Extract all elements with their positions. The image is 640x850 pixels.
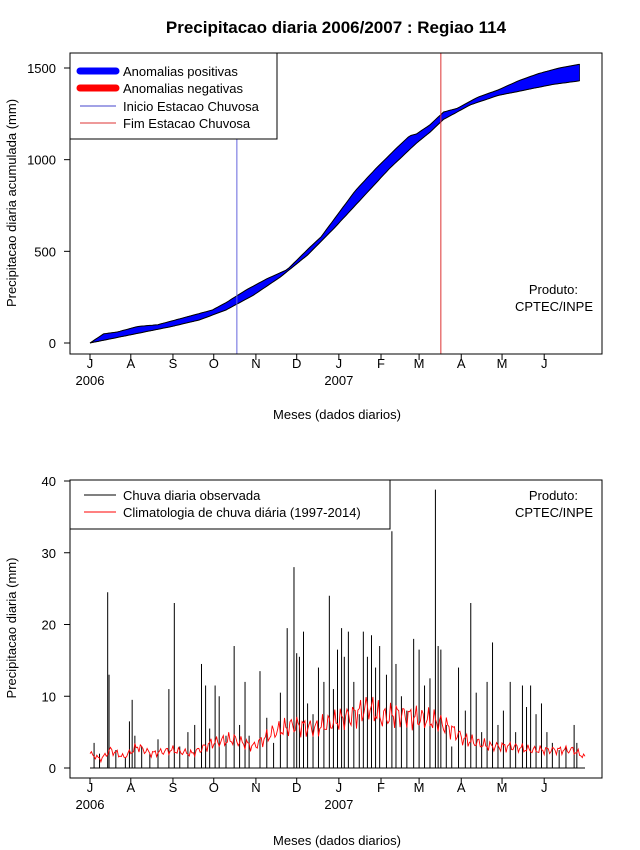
- daily-plot-area: [89, 489, 586, 769]
- top-y-tick-label: 1000: [27, 153, 56, 168]
- legend-climatology-label: Climatologia de chuva diária (1997-2014): [123, 505, 361, 520]
- bottom-legend: Chuva diaria observada Climatologia de c…: [69, 479, 391, 530]
- legend-positive-label: Anomalias positivas: [123, 64, 238, 79]
- bottom-legend-box: [69, 479, 391, 530]
- top-legend-box: [69, 52, 278, 140]
- bottom-month-label: A: [457, 780, 466, 795]
- bottom-y-tick-label: 10: [42, 689, 56, 704]
- top-x-axis: J A S O N D J F M A M J 2006 2007: [76, 354, 548, 388]
- bottom-month-label: A: [126, 780, 135, 795]
- legend-observed-label: Chuva diaria observada: [123, 488, 261, 503]
- bottom-year-label: 2007: [324, 797, 353, 812]
- bottom-y-axis: 0 10 20 30 40: [42, 474, 70, 776]
- top-month-label: N: [251, 356, 260, 371]
- top-month-label: D: [292, 356, 301, 371]
- top-month-label: O: [209, 356, 219, 371]
- bottom-month-label: F: [377, 780, 385, 795]
- top-plot-frame: [69, 52, 603, 355]
- top-month-label: J: [336, 356, 343, 371]
- chart-title: Precipitacao diaria 2006/2007 : Regiao 1…: [166, 18, 507, 37]
- top-legend: Anomalias positivas Anomalias negativas …: [69, 52, 278, 140]
- bottom-y-axis-label: Precipitacao diaria (mm): [4, 558, 19, 699]
- bottom-y-tick-label: 0: [49, 761, 56, 776]
- legend-end-label: Fim Estacao Chuvosa: [123, 116, 251, 131]
- bottom-month-label: O: [209, 780, 219, 795]
- top-month-label: J: [87, 356, 94, 371]
- top-x-axis-label: Meses (dados diarios): [273, 407, 401, 422]
- bottom-month-label: N: [251, 780, 260, 795]
- top-y-tick-label: 500: [34, 244, 56, 259]
- top-y-tick-label: 0: [49, 336, 56, 351]
- bottom-month-label: S: [169, 780, 178, 795]
- bottom-product-source: CPTEC/INPE: [515, 505, 593, 520]
- bottom-month-label: J: [541, 780, 548, 795]
- top-year-label: 2007: [324, 373, 353, 388]
- bottom-y-tick-label: 20: [42, 618, 56, 633]
- bottom-x-axis: J A S O N D J F M A M J 2006 2007: [76, 778, 548, 812]
- top-month-label: A: [457, 356, 466, 371]
- bottom-year-label: 2006: [76, 797, 105, 812]
- climatology-daily-line: [89, 696, 586, 764]
- top-y-tick-label: 1500: [27, 61, 56, 76]
- bottom-month-label: J: [87, 780, 94, 795]
- climatology-accumulated-line: [89, 80, 580, 344]
- bottom-y-tick-label: 30: [42, 546, 56, 561]
- legend-negative-label: Anomalias negativas: [123, 81, 243, 96]
- top-month-label: S: [169, 356, 178, 371]
- bottom-product-label: Produto:: [529, 488, 578, 503]
- top-month-label: A: [126, 356, 135, 371]
- top-month-label: J: [541, 356, 548, 371]
- bottom-y-tick-label: 40: [42, 474, 56, 489]
- top-month-label: M: [497, 356, 508, 371]
- bottom-month-label: D: [292, 780, 301, 795]
- top-month-label: F: [377, 356, 385, 371]
- top-month-label: M: [414, 356, 425, 371]
- bottom-month-label: J: [336, 780, 343, 795]
- top-y-axis-label: Precipitacao diaria acumulada (mm): [4, 99, 19, 307]
- bottom-month-label: M: [414, 780, 425, 795]
- top-product-source: CPTEC/INPE: [515, 299, 593, 314]
- legend-start-label: Inicio Estacao Chuvosa: [123, 99, 260, 114]
- bottom-x-axis-label: Meses (dados diarios): [273, 833, 401, 848]
- top-product-label: Produto:: [529, 282, 578, 297]
- observed-accumulated-line: [89, 63, 580, 344]
- bottom-month-label: M: [497, 780, 508, 795]
- top-year-label: 2006: [76, 373, 105, 388]
- top-y-axis: 0 500 1000 1500: [27, 61, 70, 351]
